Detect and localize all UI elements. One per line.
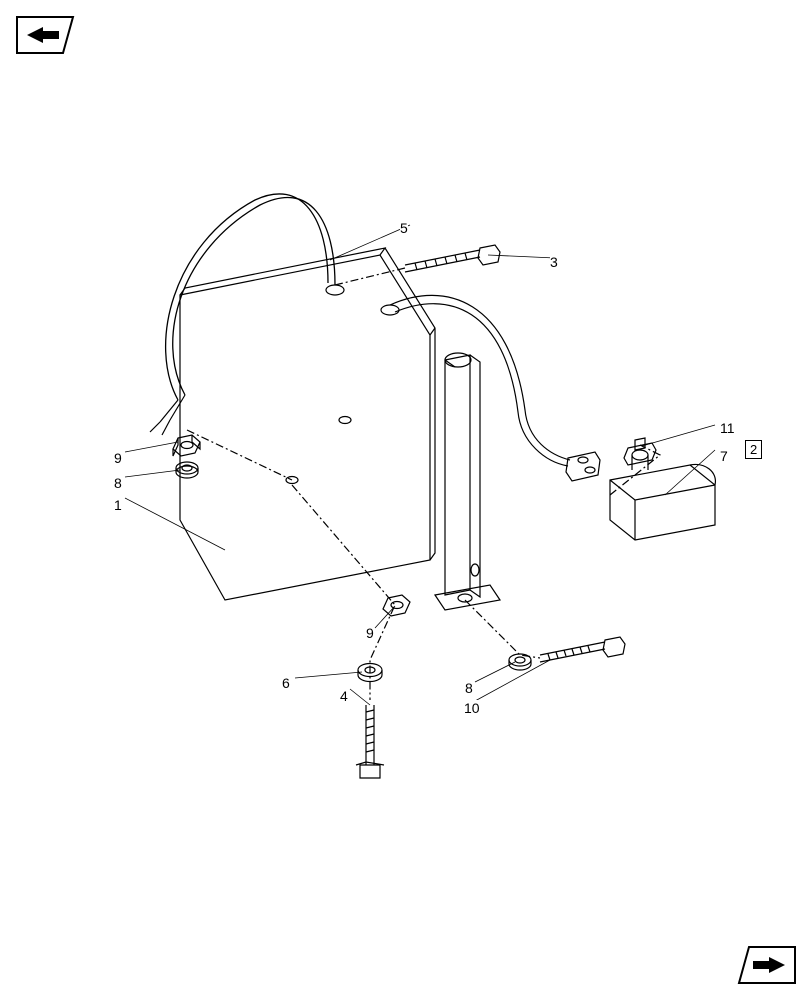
label-9b: 9 [366,625,374,641]
ref-box-2: 2 [745,440,762,459]
label-11: 11 [720,420,735,436]
prev-page-icon[interactable] [15,15,75,55]
label-8a: 8 [114,475,122,491]
label-5: 5 [400,220,408,236]
label-1: 1 [114,497,122,513]
label-10: 10 [464,700,480,716]
label-4: 4 [340,688,348,704]
label-8b: 8 [465,680,473,696]
next-page-icon[interactable] [737,945,797,985]
label-7: 7 [720,448,728,464]
label-3: 3 [550,254,558,270]
label-9a: 9 [114,450,122,466]
diagram-area: 1 8 9 5 3 9 4 6 8 10 11 7 2 [50,100,762,900]
label-6: 6 [282,675,290,691]
